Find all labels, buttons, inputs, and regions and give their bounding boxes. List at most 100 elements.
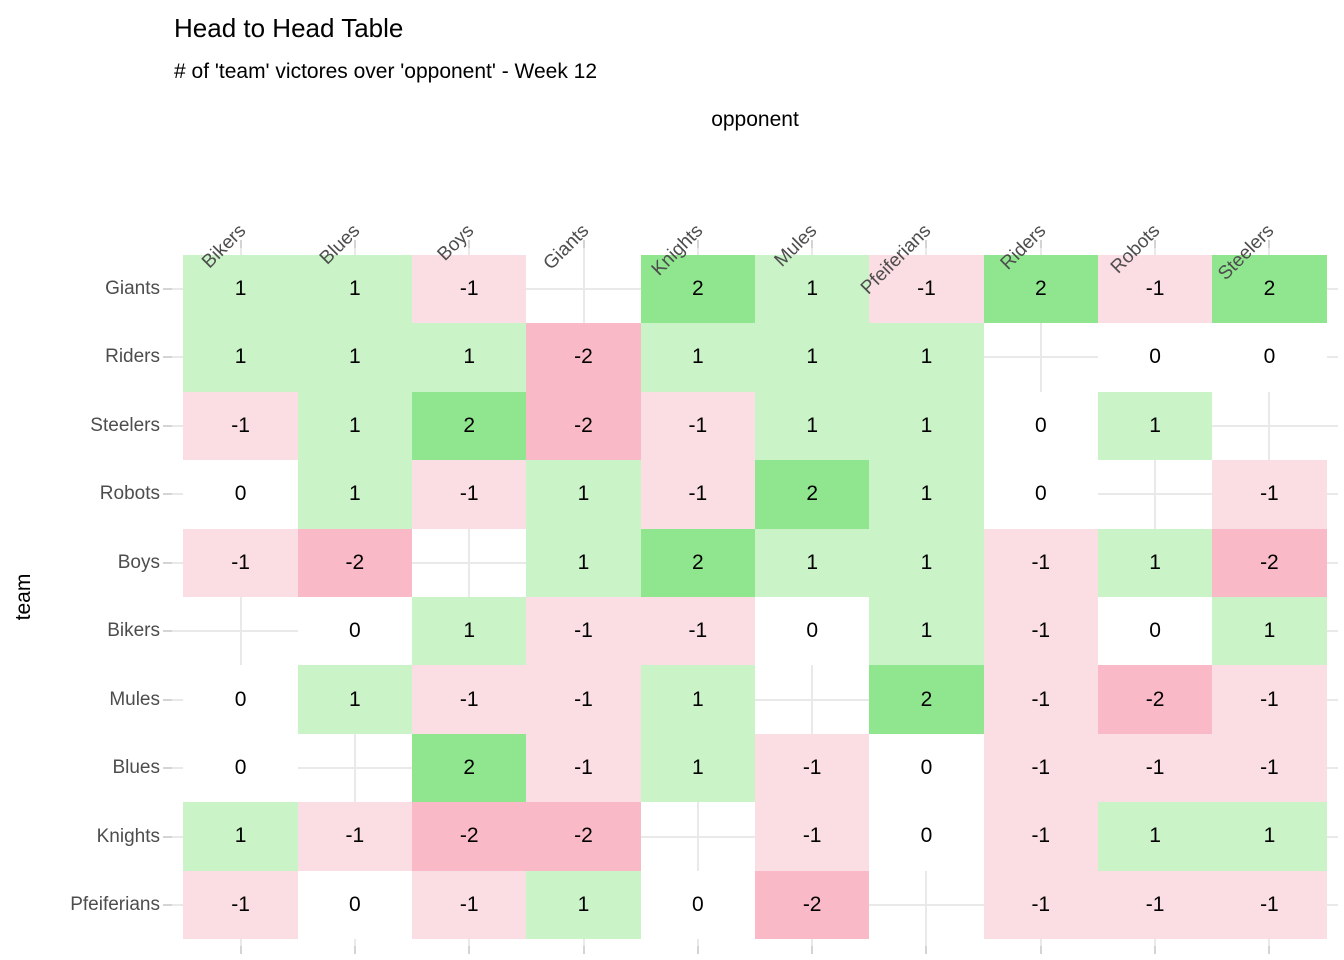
y-tick-label: Riders xyxy=(105,346,160,368)
axis-tick-top xyxy=(1154,240,1157,248)
y-tick-label: Boys xyxy=(117,551,160,573)
heatmap-cell: 0 xyxy=(1097,597,1213,666)
heatmap-cell: 0 xyxy=(983,391,1098,461)
heatmap-cell: 1 xyxy=(755,528,870,597)
heatmap-cell: 1 xyxy=(755,323,870,392)
y-axis-title: team xyxy=(12,573,35,621)
heatmap-cell: 1 xyxy=(526,528,641,597)
axis-tick-left xyxy=(163,630,172,633)
axis-tick-bottom xyxy=(353,946,356,954)
heatmap-cell: 1 xyxy=(640,323,755,392)
axis-tick-top xyxy=(925,240,928,248)
axis-tick-left xyxy=(163,288,172,291)
heatmap-cell: -1 xyxy=(640,597,755,666)
y-tick-label: Pfeiferians xyxy=(70,893,160,915)
heatmap-cell: 1 xyxy=(869,391,984,461)
heatmap-cell: 1 xyxy=(869,528,984,597)
heatmap-cell: -1 xyxy=(983,802,1098,871)
axis-tick-left xyxy=(163,835,172,838)
heatmap-cell: -1 xyxy=(869,254,984,324)
heatmap-cell: 1 xyxy=(1097,528,1213,597)
heatmap-cell: 1 xyxy=(297,254,413,324)
axis-tick-bottom xyxy=(925,946,928,954)
heatmap-cell: 1 xyxy=(869,597,984,666)
heatmap-cell: 0 xyxy=(183,733,298,803)
heatmap-cell: -1 xyxy=(1097,254,1213,324)
heatmap-cell: 1 xyxy=(526,870,641,940)
heatmap-cell: -1 xyxy=(755,733,870,803)
heatmap-cell: -1 xyxy=(983,528,1098,597)
heatmap-cell: 0 xyxy=(755,597,870,666)
axis-tick-left xyxy=(163,493,172,496)
heatmap-cell: -1 xyxy=(526,733,641,803)
heatmap-cell: 1 xyxy=(183,254,298,324)
axis-tick-left xyxy=(163,561,172,564)
heatmap-cell: 0 xyxy=(297,597,413,666)
axis-tick-left xyxy=(163,356,172,359)
heatmap-cell: -1 xyxy=(983,733,1098,803)
heatmap-cell: -1 xyxy=(412,254,527,324)
heatmap-cell: -1 xyxy=(412,460,527,529)
heatmap-cell: 2 xyxy=(983,254,1098,324)
y-tick-label: Bikers xyxy=(107,620,160,642)
heatmap-cell: -2 xyxy=(526,323,641,392)
plot-subtitle: # of 'team' victores over 'opponent' - W… xyxy=(174,60,598,83)
heatmap-cell: -1 xyxy=(297,802,413,871)
axis-tick-bottom xyxy=(468,946,471,954)
heatmap-cell: -2 xyxy=(1097,665,1213,734)
heatmap-cell: 1 xyxy=(1212,597,1327,666)
heatmap-cell: 1 xyxy=(412,323,527,392)
heatmap-cell: -1 xyxy=(1097,870,1213,940)
heatmap-cell: 1 xyxy=(526,460,641,529)
y-tick-label: Blues xyxy=(112,757,160,779)
heatmap-cell: 2 xyxy=(412,391,527,461)
axis-tick-bottom xyxy=(582,946,585,954)
heatmap-cell: 1 xyxy=(755,254,870,324)
heatmap-cell: -2 xyxy=(526,391,641,461)
heatmap-cell: -2 xyxy=(1212,528,1327,597)
heatmap-cell: 2 xyxy=(640,528,755,597)
heatmap-cell: 2 xyxy=(869,665,984,734)
axis-tick-bottom xyxy=(811,946,814,954)
axis-tick-top xyxy=(239,240,242,248)
heatmap-cell: -1 xyxy=(983,665,1098,734)
axis-tick-left xyxy=(163,903,172,906)
y-tick-label: Giants xyxy=(105,278,160,300)
heatmap-cell: -1 xyxy=(526,597,641,666)
heatmap-cell: 0 xyxy=(183,665,298,734)
heatmap-cell: 0 xyxy=(640,870,755,940)
heatmap-cell: -1 xyxy=(412,870,527,940)
y-tick-label: Robots xyxy=(99,483,160,505)
heatmap-cell: 1 xyxy=(1212,802,1327,871)
gridline-horizontal xyxy=(172,698,1338,701)
heatmap-cell: 0 xyxy=(869,733,984,803)
heatmap-cell: 1 xyxy=(869,460,984,529)
heatmap-cell: -1 xyxy=(1212,665,1327,734)
heatmap-cell: 0 xyxy=(1097,323,1213,392)
heatmap-cell: 1 xyxy=(1097,802,1213,871)
heatmap-cell: -1 xyxy=(1212,733,1327,803)
x-tick-label: Giants xyxy=(539,220,593,275)
axis-tick-bottom xyxy=(1039,946,1042,954)
heatmap-cell: 1 xyxy=(412,597,527,666)
y-tick-label: Knights xyxy=(96,825,160,847)
heatmap-cell: -2 xyxy=(526,802,641,871)
heatmap-cell: 0 xyxy=(869,802,984,871)
heatmap-cell: 1 xyxy=(1097,391,1213,461)
heatmap-cell: -1 xyxy=(983,597,1098,666)
heatmap-cell: -1 xyxy=(183,528,298,597)
heatmap-cell: 0 xyxy=(183,460,298,529)
heatmap-cell: 1 xyxy=(640,733,755,803)
heatmap-cell: 1 xyxy=(869,323,984,392)
heatmap-cell: 1 xyxy=(183,323,298,392)
axis-tick-left xyxy=(163,424,172,427)
heatmap-cell: -1 xyxy=(640,460,755,529)
heatmap-cell: -2 xyxy=(412,802,527,871)
heatmap-cell: 2 xyxy=(640,254,755,324)
heatmap-cell: 1 xyxy=(183,802,298,871)
heatmap-cell: -2 xyxy=(297,528,413,597)
axis-tick-top xyxy=(1268,240,1271,248)
heatmap-cell: 1 xyxy=(297,665,413,734)
heatmap-cell: 1 xyxy=(297,323,413,392)
